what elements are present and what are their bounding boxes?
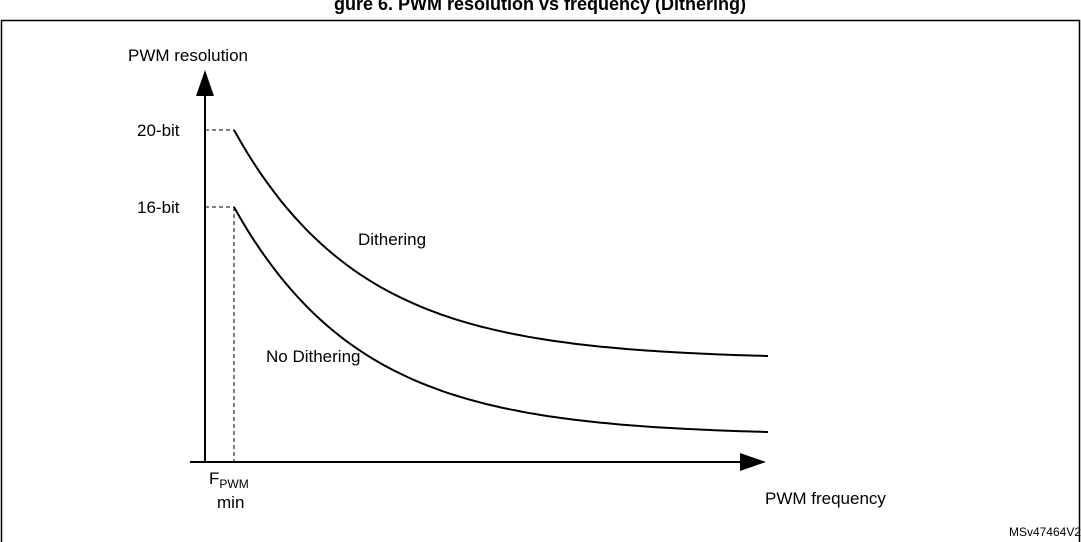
series-label-dithering: Dithering xyxy=(358,230,426,249)
figure-frame xyxy=(0,19,1081,542)
x-axis-label: PWM frequency xyxy=(765,489,886,508)
y-axis-arrow xyxy=(196,70,214,96)
y-tick-label-16bit: 16-bit xyxy=(137,198,180,217)
figure-reference-code: MSv47464V2 xyxy=(1009,525,1081,539)
x-axis-arrow xyxy=(740,453,766,471)
x-tick-sub: PWM xyxy=(219,477,248,491)
figure-title: gure 6. PWM resolution vs frequency (Dit… xyxy=(334,0,746,14)
y-axis-label: PWM resolution xyxy=(128,46,248,65)
series-label-no-dithering: No Dithering xyxy=(266,347,361,366)
x-tick-main: F xyxy=(209,469,219,488)
x-tick-label-min: min xyxy=(217,493,244,512)
series-line-no-dithering xyxy=(233,206,769,433)
x-tick-label-fpwm: FPWM xyxy=(209,469,249,491)
series-line-dithering xyxy=(233,129,769,357)
y-tick-label-20bit: 20-bit xyxy=(137,121,180,140)
